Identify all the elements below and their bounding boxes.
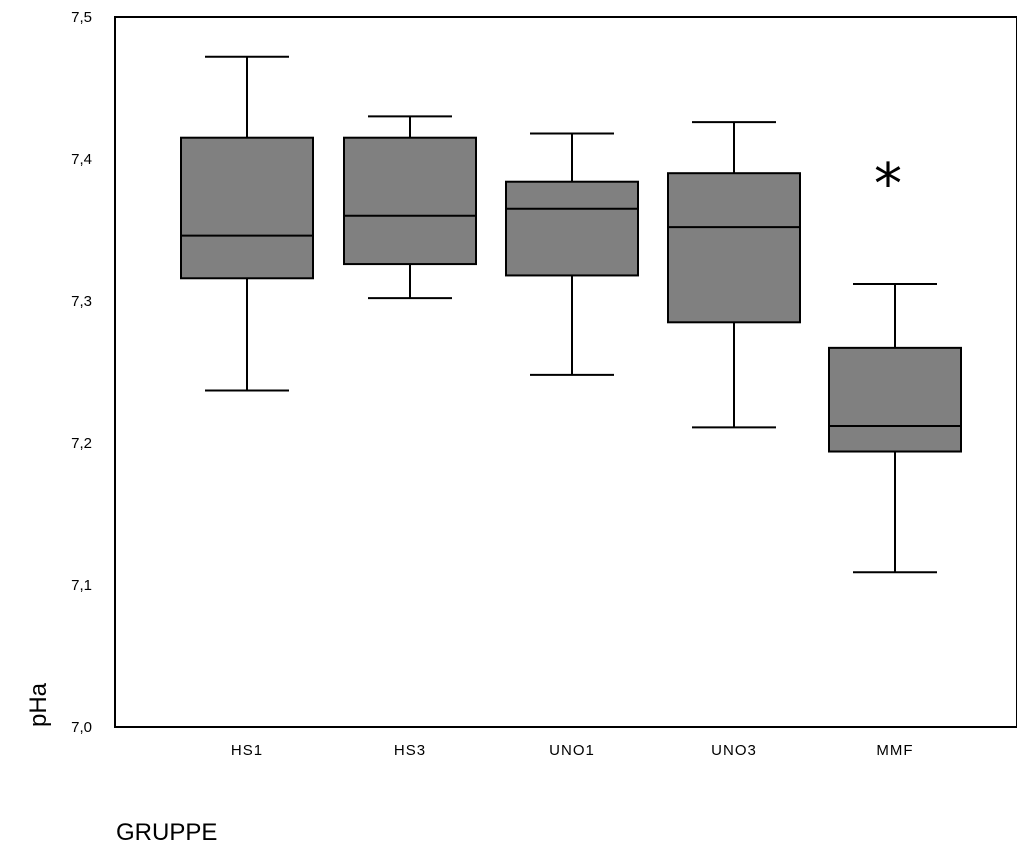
iqr-box: [343, 136, 477, 266]
x-tick-label: HS3: [394, 742, 426, 759]
significance-asterisk: *: [874, 152, 902, 217]
x-axis-title: GRUPPE: [116, 819, 217, 843]
boxes: [180, 55, 962, 574]
y-tick-label: 7,5: [71, 9, 92, 26]
x-axis-tick-labels: HS1 HS3 UNO1 UNO3 MMF: [231, 742, 913, 759]
box-uno3: [667, 121, 801, 429]
x-tick-label: HS1: [231, 742, 263, 759]
y-axis-ticks: 7,0 7,1 7,2 7,3 7,4 7,5: [71, 9, 92, 736]
iqr-box: [180, 136, 314, 280]
iqr-box: [667, 172, 801, 324]
x-tick-label: MMF: [876, 742, 913, 759]
y-tick-label: 7,0: [71, 719, 92, 736]
x-tick-label: UNO1: [549, 742, 595, 759]
iqr-box: [505, 180, 639, 277]
y-tick-label: 7,1: [71, 577, 92, 594]
x-tick-label: UNO3: [711, 742, 757, 759]
y-tick-label: 7,2: [71, 435, 92, 452]
y-axis-title: pHa: [25, 682, 52, 727]
box-mmf: [828, 282, 962, 574]
box-hs3: [343, 115, 477, 300]
annotations: *: [874, 152, 902, 217]
iqr-box: [828, 346, 962, 453]
y-tick-label: 7,4: [71, 151, 92, 168]
box-uno1: [505, 132, 639, 376]
box-hs1: [180, 55, 314, 392]
y-tick-label: 7,3: [71, 293, 92, 310]
